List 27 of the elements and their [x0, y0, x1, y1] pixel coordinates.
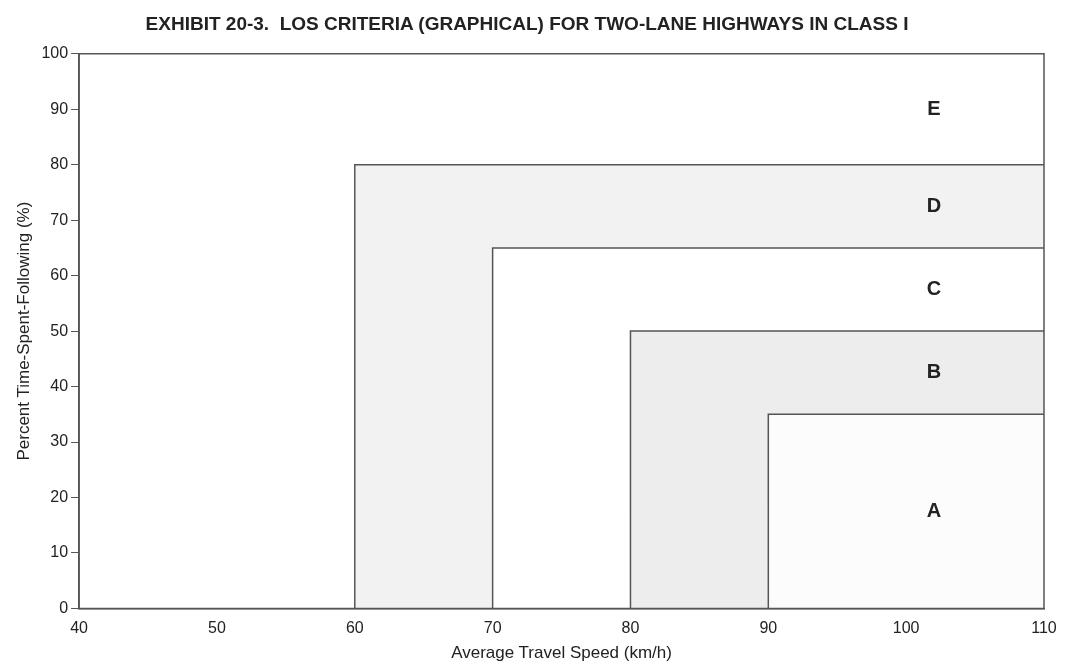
y-tick-label: 40	[50, 376, 69, 394]
y-tick-label: 60	[50, 266, 69, 284]
x-tick-label: 100	[892, 619, 920, 637]
x-axis-title: Average Travel Speed (km/h)	[451, 643, 672, 663]
annotation: A	[926, 498, 942, 521]
y-tick-label: 0	[59, 598, 69, 616]
annotation: B	[926, 360, 942, 383]
annotation: E	[927, 96, 941, 119]
x-tick-label: 110	[1031, 619, 1057, 637]
y-tick-label: 30	[50, 432, 69, 450]
x-tick-label: 60	[345, 619, 364, 637]
y-tick-label: 80	[50, 155, 69, 173]
chart-title: EXHIBIT 20-3. LOS CRITERIA (GRAPHICAL) FOR TWO-LANE HIGHWAYS IN CLASS I	[145, 12, 909, 34]
x-tick-label: 40	[70, 619, 89, 637]
y-tick-label: 20	[50, 487, 69, 505]
x-tick-label: 90	[759, 619, 778, 637]
x-tick-label: 70	[483, 619, 502, 637]
annotation: C	[926, 277, 942, 300]
x-tick-label: 80	[621, 619, 640, 637]
y-axis-title: Percent Time-Spent-Following (%)	[13, 201, 33, 461]
y-tick-label: 70	[50, 210, 69, 228]
annotation: D	[926, 193, 942, 216]
y-tick-label: 100	[41, 44, 69, 62]
y-tick-label: 10	[50, 543, 69, 561]
y-tick-label: 50	[50, 321, 69, 339]
x-tick-label: 50	[208, 619, 226, 637]
y-tick-label: 90	[50, 99, 69, 117]
